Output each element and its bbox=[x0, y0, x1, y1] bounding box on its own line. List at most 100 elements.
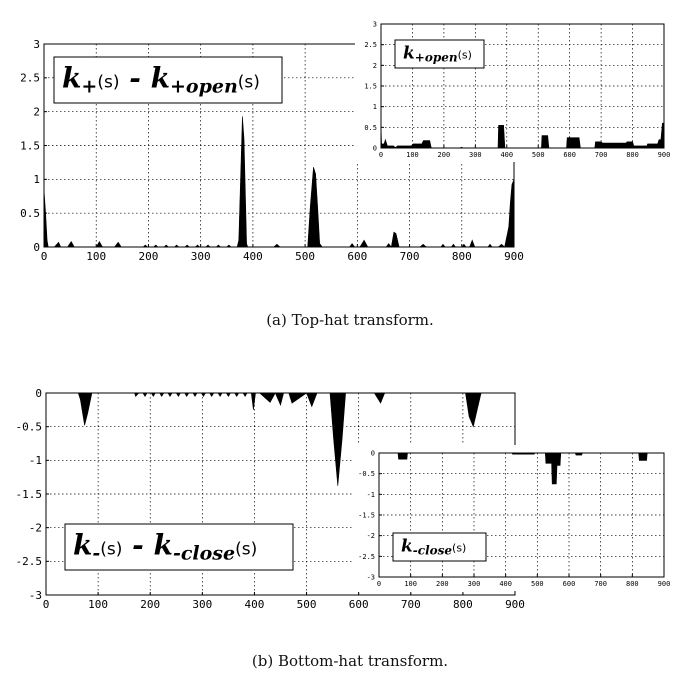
x-tick-label: 600 bbox=[347, 250, 367, 263]
legend-argument: (s) bbox=[97, 72, 119, 92]
y-tick-label: 2.5 bbox=[364, 41, 377, 49]
legend-argument: (s) bbox=[238, 72, 260, 92]
chart-top-hat-inset: 0 100 200 300 400 500 600 700 800 900 0 0.5 1 1.5 2 2.5… bbox=[355, 16, 670, 162]
legend-box bbox=[64, 523, 294, 571]
legend-variable: k bbox=[154, 528, 173, 561]
x-tick-label: 200 bbox=[438, 151, 451, 159]
caption-top-hat: (a) Top-hat transform. bbox=[266, 311, 434, 329]
legend-argument: (s) bbox=[235, 539, 257, 559]
legend-subscript: - bbox=[92, 542, 100, 564]
y-tick-label: 0.5 bbox=[364, 124, 377, 132]
legend-box bbox=[392, 532, 487, 562]
legend-subscript: +open bbox=[170, 75, 238, 97]
y-tick-label: 1.5 bbox=[20, 139, 40, 152]
x-tick-label: 300 bbox=[468, 580, 481, 588]
x-tick-label: 200 bbox=[436, 580, 449, 588]
x-tick-label: 800 bbox=[626, 151, 639, 159]
x-tick-label: 500 bbox=[532, 151, 545, 159]
y-tick-label: 1 bbox=[33, 173, 40, 186]
y-tick-label: 0 bbox=[33, 241, 40, 254]
y-tick-label: -1.5 bbox=[16, 488, 43, 501]
legend-argument: (s) bbox=[100, 539, 122, 559]
y-tick-label: -1 bbox=[29, 454, 42, 467]
y-tick-label: -2.5 bbox=[358, 553, 375, 561]
legend-box bbox=[394, 39, 485, 69]
data-area bbox=[380, 122, 665, 149]
x-tick-label: 500 bbox=[295, 250, 315, 263]
x-tick-label: 800 bbox=[626, 580, 639, 588]
x-tick-label: 900 bbox=[658, 151, 671, 159]
y-tick-label: -0.5 bbox=[16, 421, 43, 434]
x-tick-label: 100 bbox=[88, 598, 108, 611]
legend-variable: k bbox=[401, 536, 413, 556]
x-tick-label: 400 bbox=[243, 250, 263, 263]
legend-minus: - bbox=[122, 528, 153, 561]
x-tick-label: 100 bbox=[406, 151, 419, 159]
x-tick-label: 500 bbox=[531, 580, 544, 588]
legend-subscript: -close bbox=[173, 542, 235, 564]
y-tick-label: -1.5 bbox=[358, 511, 375, 519]
legend-variable: k bbox=[73, 528, 92, 561]
x-tick-label: 900 bbox=[505, 598, 525, 611]
y-tick-label: -3 bbox=[367, 573, 375, 581]
y-tick-label: 2.5 bbox=[20, 72, 40, 85]
x-tick-label: 800 bbox=[452, 250, 472, 263]
x-tick-label: 600 bbox=[563, 580, 576, 588]
x-tick-label: 600 bbox=[349, 598, 369, 611]
x-tick-label: 200 bbox=[139, 250, 159, 263]
legend-formula: k+open(s) bbox=[403, 43, 472, 64]
y-tick-label: 1 bbox=[373, 103, 377, 111]
x-tick-label: 800 bbox=[453, 598, 473, 611]
legend-minus: - bbox=[119, 61, 150, 94]
legend-variable: k bbox=[151, 61, 170, 94]
legend-variable: k bbox=[62, 61, 81, 94]
legend-formula: k+(s) - k+open(s) bbox=[62, 61, 260, 97]
legend-subscript: -close bbox=[413, 543, 453, 557]
x-tick-label: 600 bbox=[563, 151, 576, 159]
x-tick-label: 500 bbox=[297, 598, 317, 611]
x-tick-label: 0 bbox=[41, 250, 48, 263]
x-tick-label: 300 bbox=[469, 151, 482, 159]
x-tick-label: 900 bbox=[658, 580, 671, 588]
data-area bbox=[379, 452, 664, 485]
legend-formula: k-(s) - k-close(s) bbox=[73, 528, 257, 564]
y-tick-label: -0.5 bbox=[358, 470, 375, 478]
x-tick-label: 200 bbox=[140, 598, 160, 611]
legend-box bbox=[53, 56, 283, 104]
x-tick-label: 700 bbox=[595, 151, 608, 159]
x-tick-label: 700 bbox=[400, 250, 420, 263]
legend-subscript: + bbox=[81, 75, 97, 97]
y-tick-label: 0 bbox=[373, 144, 377, 152]
x-tick-label: 0 bbox=[377, 580, 381, 588]
legend-formula: k-close(s) bbox=[401, 536, 466, 557]
y-tick-label: 1.5 bbox=[364, 82, 377, 90]
y-tick-label: -2 bbox=[367, 532, 375, 540]
legend-argument: (s) bbox=[458, 48, 472, 61]
y-tick-label: -2 bbox=[29, 522, 42, 535]
legend-subscript: +open bbox=[415, 50, 458, 64]
x-tick-label: 0 bbox=[43, 598, 50, 611]
legend-argument: (s) bbox=[452, 541, 466, 554]
y-tick-label: 2 bbox=[373, 62, 377, 70]
legend-variable: k bbox=[403, 43, 415, 63]
caption-bottom-hat: (b) Bottom-hat transform. bbox=[251, 652, 449, 670]
x-tick-label: 400 bbox=[500, 151, 513, 159]
y-tick-label: 0 bbox=[371, 449, 375, 457]
x-tick-label: 400 bbox=[245, 598, 265, 611]
x-tick-label: 100 bbox=[404, 580, 417, 588]
x-tick-label: 100 bbox=[86, 250, 106, 263]
x-tick-label: 700 bbox=[594, 580, 607, 588]
y-tick-label: 3 bbox=[33, 38, 40, 51]
y-tick-label: -1 bbox=[367, 491, 375, 499]
y-tick-label: -2.5 bbox=[16, 555, 43, 568]
y-tick-label: 0.5 bbox=[20, 207, 40, 220]
x-tick-label: 0 bbox=[379, 151, 383, 159]
y-tick-label: 0 bbox=[35, 387, 42, 400]
y-tick-label: -3 bbox=[29, 589, 42, 602]
x-tick-label: 400 bbox=[499, 580, 512, 588]
data-area bbox=[43, 116, 515, 248]
y-tick-label: 3 bbox=[373, 20, 377, 28]
x-tick-label: 700 bbox=[401, 598, 421, 611]
y-tick-label: 2 bbox=[33, 106, 40, 119]
